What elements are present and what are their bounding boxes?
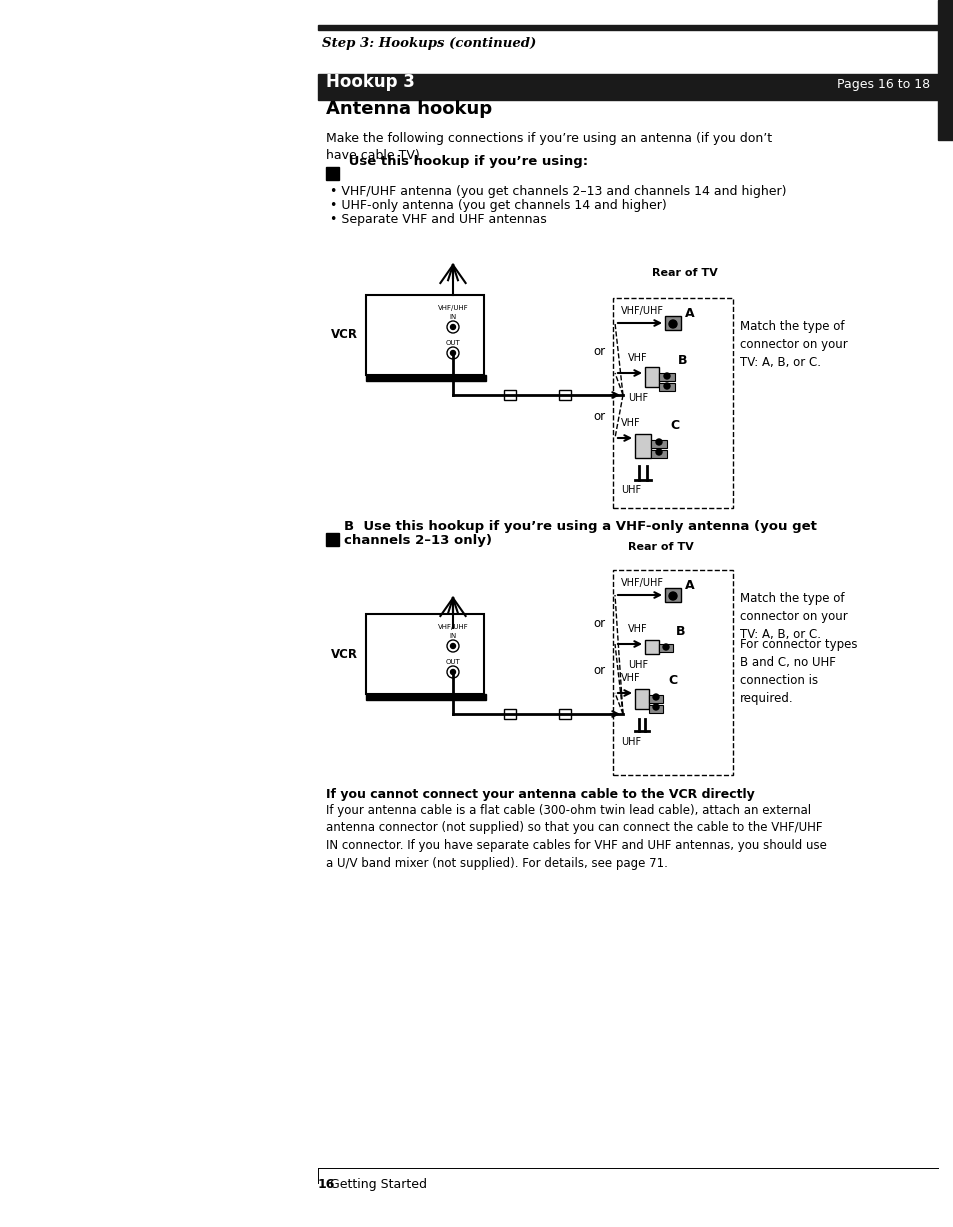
- Bar: [366, 694, 485, 699]
- Bar: [648, 706, 662, 713]
- Text: A: A: [684, 307, 694, 320]
- Bar: [613, 571, 732, 775]
- Text: UHF: UHF: [620, 737, 640, 747]
- Text: or: or: [593, 617, 604, 629]
- Text: Hookup 3: Hookup 3: [326, 72, 415, 91]
- Bar: [317, 25, 937, 29]
- Bar: [664, 588, 680, 602]
- Bar: [650, 440, 666, 448]
- Bar: [503, 709, 516, 719]
- Text: 16: 16: [317, 1178, 335, 1191]
- Text: Rear of TV: Rear of TV: [652, 267, 717, 279]
- Text: A: A: [329, 158, 335, 167]
- Text: UHF: UHF: [627, 393, 647, 402]
- Text: Antenna hookup: Antenna hookup: [326, 99, 492, 118]
- Text: or: or: [593, 664, 604, 677]
- Text: or: or: [593, 345, 604, 358]
- Text: VHF/UHF: VHF/UHF: [620, 306, 663, 317]
- Text: VHF/UHF: VHF/UHF: [437, 625, 468, 629]
- Circle shape: [450, 670, 455, 675]
- Text: VHF/UHF: VHF/UHF: [437, 306, 468, 310]
- Text: B: B: [676, 625, 685, 638]
- Bar: [317, 74, 937, 99]
- Circle shape: [656, 449, 661, 455]
- Text: Match the type of
connector on your
TV: A, B, or C.: Match the type of connector on your TV: …: [740, 591, 847, 640]
- Bar: [659, 373, 675, 382]
- Bar: [644, 367, 659, 387]
- Circle shape: [668, 320, 677, 328]
- Text: Use this hookup if you’re using:: Use this hookup if you’re using:: [344, 155, 587, 168]
- Text: A: A: [684, 579, 694, 591]
- Circle shape: [663, 383, 669, 389]
- Bar: [659, 644, 672, 652]
- Text: • UHF-only antenna (you get channels 14 and higher): • UHF-only antenna (you get channels 14 …: [330, 199, 666, 212]
- Circle shape: [652, 694, 659, 699]
- Bar: [613, 298, 732, 508]
- Text: VCR: VCR: [331, 648, 357, 660]
- Bar: [664, 317, 680, 330]
- Circle shape: [668, 591, 677, 600]
- Bar: [366, 375, 485, 382]
- Text: If your antenna cable is a flat cable (300-ohm twin lead cable), attach an exter: If your antenna cable is a flat cable (3…: [326, 804, 826, 870]
- Circle shape: [663, 373, 669, 379]
- Text: VCR: VCR: [331, 329, 357, 341]
- Text: IN: IN: [449, 633, 456, 639]
- Text: B  Use this hookup if you’re using a VHF-only antenna (you get: B Use this hookup if you’re using a VHF-…: [344, 520, 816, 533]
- Bar: [326, 167, 338, 180]
- Text: Match the type of
connector on your
TV: A, B, or C.: Match the type of connector on your TV: …: [740, 320, 847, 369]
- Text: Step 3: Hookups (continued): Step 3: Hookups (continued): [322, 37, 536, 50]
- Bar: [635, 690, 648, 709]
- Text: Make the following connections if you’re using an antenna (if you don’t
have cab: Make the following connections if you’re…: [326, 133, 771, 162]
- Text: OUT: OUT: [445, 340, 460, 346]
- Bar: [937, 0, 953, 140]
- Text: UHF: UHF: [627, 660, 647, 670]
- Text: C: C: [669, 418, 679, 432]
- Text: VHF: VHF: [627, 625, 647, 634]
- Text: B: B: [678, 355, 687, 367]
- Bar: [648, 694, 662, 703]
- Text: • Separate VHF and UHF antennas: • Separate VHF and UHF antennas: [330, 213, 546, 226]
- Bar: [659, 383, 675, 391]
- Circle shape: [450, 324, 455, 330]
- Text: or: or: [593, 410, 604, 423]
- Text: VHF: VHF: [620, 672, 640, 683]
- Circle shape: [662, 644, 668, 650]
- Circle shape: [450, 643, 455, 649]
- Bar: [558, 390, 571, 400]
- Bar: [644, 640, 659, 654]
- Bar: [366, 294, 483, 375]
- Text: B: B: [329, 524, 335, 533]
- Text: VHF: VHF: [620, 418, 640, 428]
- Text: Pages 16 to 18: Pages 16 to 18: [836, 79, 929, 91]
- Bar: [366, 614, 483, 694]
- Circle shape: [652, 704, 659, 710]
- Text: VHF: VHF: [627, 353, 647, 363]
- Circle shape: [656, 439, 661, 445]
- Bar: [635, 434, 650, 458]
- Bar: [326, 533, 338, 546]
- Text: channels 2–13 only): channels 2–13 only): [344, 534, 492, 547]
- Text: If you cannot connect your antenna cable to the VCR directly: If you cannot connect your antenna cable…: [326, 788, 754, 801]
- Bar: [558, 709, 571, 719]
- Text: C: C: [667, 674, 677, 687]
- Bar: [650, 450, 666, 458]
- Text: Rear of TV: Rear of TV: [627, 542, 693, 552]
- Text: Getting Started: Getting Started: [330, 1178, 427, 1191]
- Circle shape: [450, 351, 455, 356]
- Text: OUT: OUT: [445, 659, 460, 665]
- Text: For connector types
B and C, no UHF
connection is
required.: For connector types B and C, no UHF conn…: [740, 638, 857, 706]
- Text: • VHF/UHF antenna (you get channels 2–13 and channels 14 and higher): • VHF/UHF antenna (you get channels 2–13…: [330, 185, 785, 198]
- Text: UHF: UHF: [620, 485, 640, 494]
- Text: VHF/UHF: VHF/UHF: [620, 578, 663, 588]
- Bar: [503, 390, 516, 400]
- Text: IN: IN: [449, 314, 456, 320]
